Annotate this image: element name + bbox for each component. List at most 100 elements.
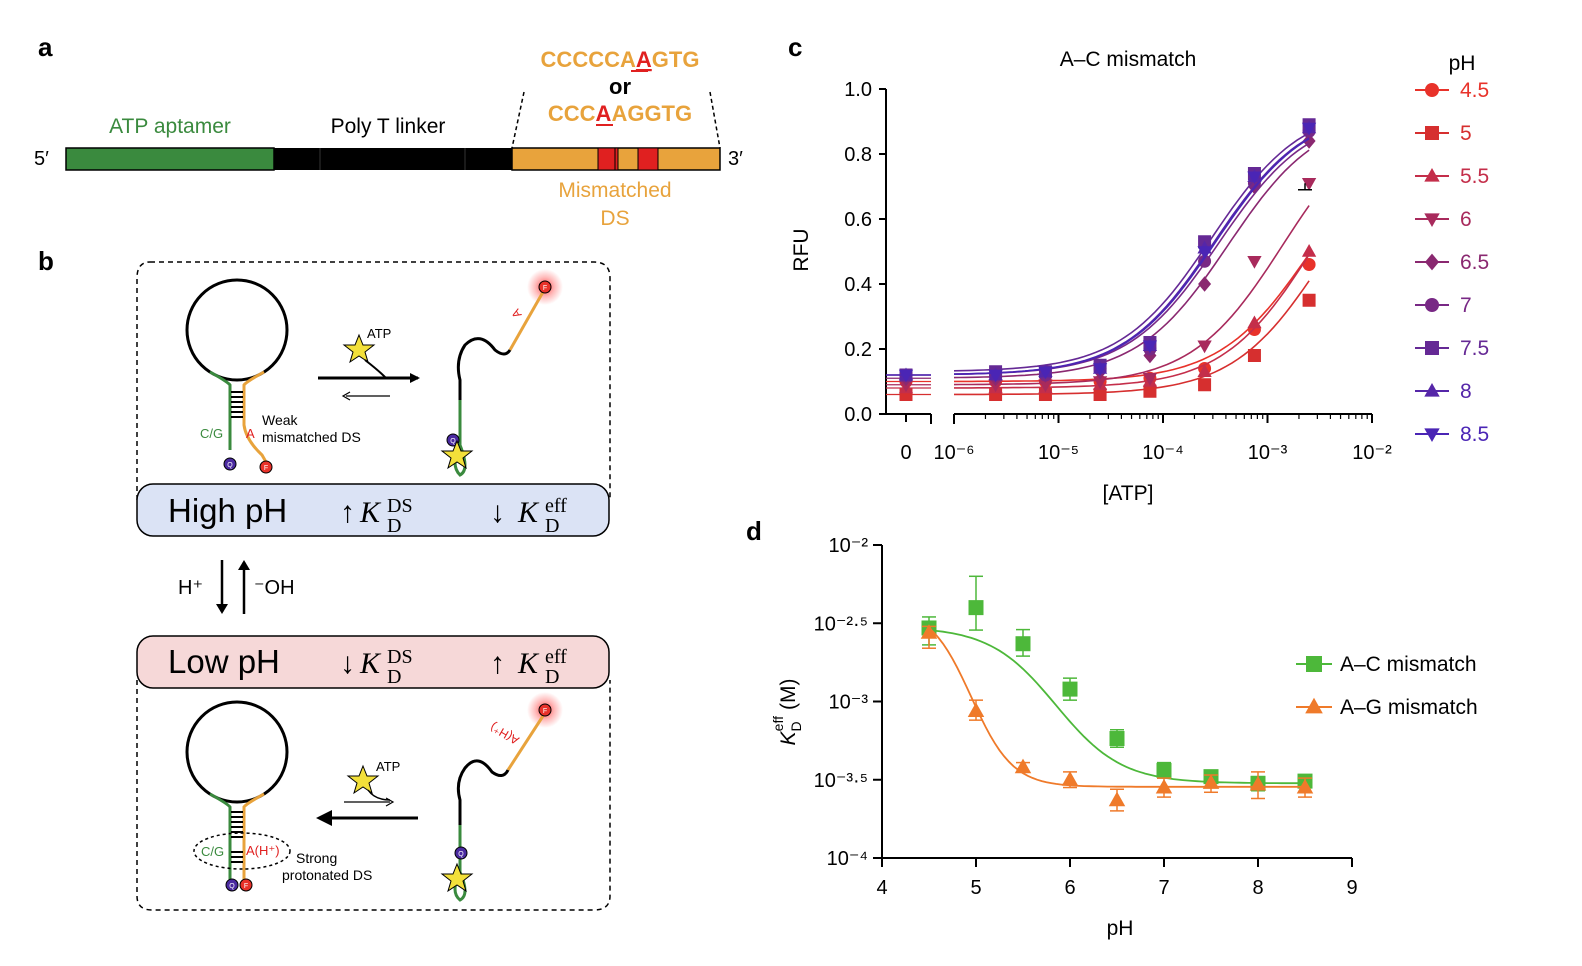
atp-bound-star-icon [440,439,474,470]
chart-c-point [1142,373,1158,386]
quencher-dot [223,457,237,471]
ds-strand [242,370,268,463]
kd-eff-down-arrow: ↓ [490,496,505,529]
chart-c-fit-line [953,132,1310,372]
three-prime-label: 3′ [728,148,743,170]
ds-strand [242,792,265,880]
quencher-dot [225,878,239,892]
h-plus-label: H⁺ [178,577,203,599]
chart-c-title: A–C mismatch [1060,48,1197,71]
chart-c-ylabel: RFU [790,228,813,271]
chart-d-point [1155,778,1173,794]
chart-d-point [1296,778,1314,794]
chart-d-legend: A–C mismatch A–G mismatch [1296,653,1478,719]
chart-d-point [1014,758,1032,774]
chart-d-xtick-label: 7 [1158,877,1169,899]
basify-arrowhead [238,560,250,570]
kd-ds-sup: DS [387,495,413,517]
chart-d-ylabel-sub: D [788,721,804,731]
ds-label-line2: DS [600,207,629,230]
chart-c-point [1247,171,1262,185]
a-label: A [246,426,255,441]
chart-d-point [1061,771,1079,786]
chart-c-legend-marker [1425,253,1439,271]
chart-d-legend-marker [1306,656,1322,672]
fluorophore-dot [239,878,253,892]
chart-c-fit-line [954,253,1310,383]
chart-c-fit-line [954,254,1310,389]
chart-c-legend-marker [1424,382,1440,397]
low-ph-box [136,635,610,689]
fluorophore-dot [538,703,552,717]
chart-c-legend-marker [1424,213,1440,228]
kd-sub: D [387,515,401,537]
aptamer-strand [209,370,232,450]
aptamer-label: ATP aptamer [109,115,231,138]
atp-star-icon [346,764,380,795]
chart-c-legend-marker [1425,298,1439,312]
kd-symbol: K [517,647,540,680]
kd-ds-sup: DS [387,646,413,668]
svg-text:KDeff(M): KDeff (M) [770,679,804,746]
chart-c-legend-label: 6.5 [1460,251,1489,274]
chart-d-legend-marker [1305,697,1323,714]
chart-c-ytick-label: 0.6 [844,209,872,231]
panel-label-d: d [746,516,762,546]
chart-d-ytick-label: 10⁻²·⁵ [814,613,868,635]
weak-label-2: mismatched DS [262,429,361,445]
panel-b: b Q F C/G A Weak mismatched DS ATP F [38,246,611,911]
hairpin-loop [185,700,289,804]
a-label-open: A [508,307,524,321]
chart-c-xtick-label: 10⁻⁴ [1142,442,1183,464]
quencher-label: Q [450,438,456,445]
chart-c-point [1301,122,1317,136]
base-pairs [231,391,243,418]
chart-d-xtick-label: 6 [1064,877,1075,899]
cg-label: C/G [201,844,224,859]
five-prime-label: 5′ [34,148,49,170]
chart-d-point [920,624,938,639]
chart-c-xtick-label: 10⁻³ [1248,442,1288,464]
chart-c-legend-label: 6 [1460,208,1472,231]
high-ph-label: High pH [168,492,287,529]
fluorophore-label: F [543,285,547,292]
chart-c-xtick-label: 10⁻² [1352,442,1392,464]
quencher-dot [454,846,468,860]
panel-c: c A–C mismatch RFU [ATP] pH 0.0 0.2 0.4 0.6… [788,32,1489,505]
chart-d-fit-line [928,627,1305,788]
panel-a: a 5′ 3′ ATP aptamer Poly T linker CCCCCA… [34,32,743,230]
chart-c-legend-label: 5.5 [1460,165,1489,188]
reverse-main-arrowhead [316,810,332,826]
chart-c-fit-line [953,138,1310,375]
chart-c-point [1302,258,1316,271]
or-label: or [609,74,631,99]
panel-label-a: a [38,32,53,62]
kd-eff-sup: eff [545,646,567,668]
chart-c-xtick-label: 10⁻⁶ [933,442,974,464]
fluorophore-label: F [543,708,547,715]
chart-c-point [1038,366,1053,380]
base-pairs [231,811,243,863]
aptamer-bar [65,147,275,171]
binding-curve [364,359,387,379]
chart-d-point [1109,731,1125,747]
chart-c-point [1092,376,1108,389]
oh-label: ⁻OH [254,577,295,599]
chart-c-point [1093,388,1107,401]
aptamer-strand [209,792,232,880]
chart-c-point [1301,244,1317,257]
quencher-label: Q [227,462,233,469]
kd-eff-sup: eff [545,495,567,517]
chart-d-ytick-label: 10⁻³·⁵ [814,770,868,792]
zoom-line-right [709,91,721,149]
chart-c-point [1247,315,1262,329]
chart-d-fit-line [928,629,1305,785]
panel-label-c: c [788,32,802,62]
chart-c-ytick-label: 0.8 [844,144,872,166]
chart-c-point [1197,364,1212,377]
chart-c-point [1247,256,1262,269]
low-ph-frame [136,680,611,911]
atp-label: ATP [376,759,400,774]
chart-d-point [1108,791,1126,807]
linker-bar [274,148,512,170]
